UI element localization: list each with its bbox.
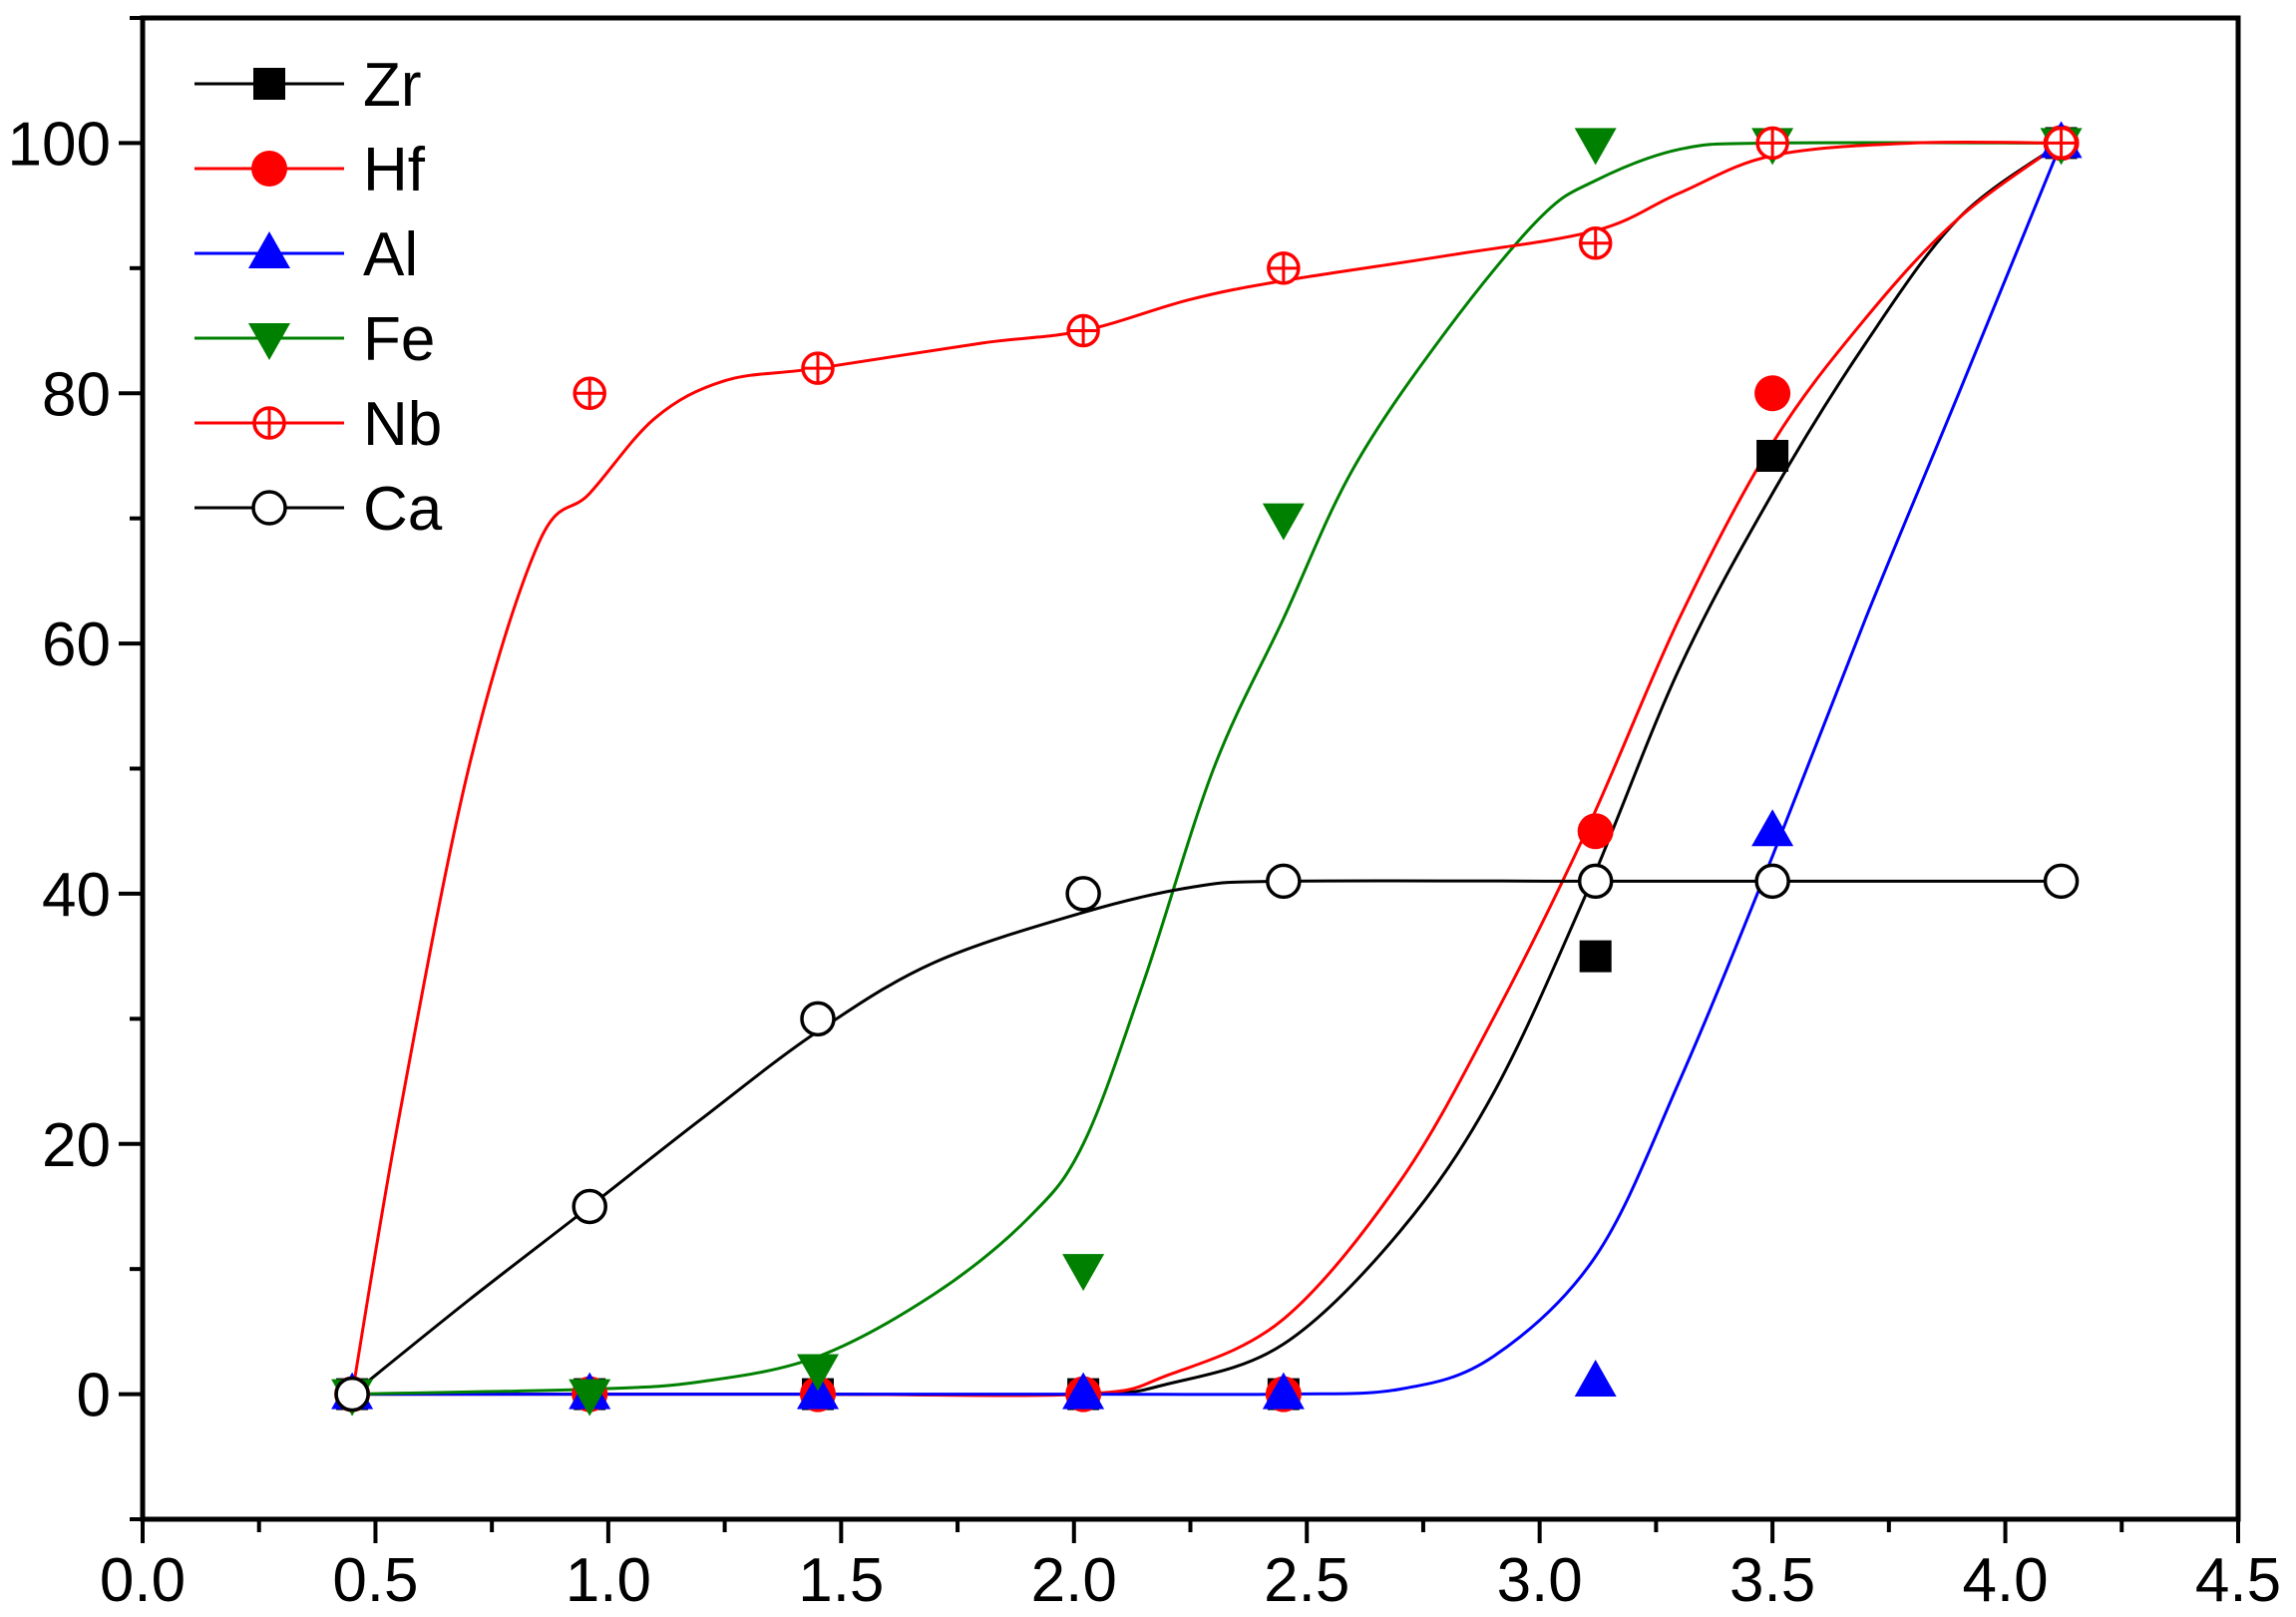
x-tick-label: 4.0 bbox=[1962, 1546, 2048, 1615]
x-axis: 0.0 0.5 1.0 1.5 2.0 2.5 3.0 3.5 4.0 4.5 bbox=[100, 1519, 2281, 1615]
point-nb-1 bbox=[573, 376, 606, 410]
legend-label: Hf bbox=[363, 136, 426, 204]
legend-item-nb: Nb bbox=[194, 390, 442, 459]
x-tick-label: 0.5 bbox=[332, 1546, 418, 1615]
legend-label: Zr bbox=[363, 51, 422, 120]
y-tick-label: 100 bbox=[8, 110, 111, 179]
legend-item-zr: Zr bbox=[194, 51, 422, 120]
x-tick-label: 2.5 bbox=[1264, 1546, 1349, 1615]
point-al-4 bbox=[1262, 1372, 1305, 1410]
curve-fe bbox=[352, 141, 2062, 1397]
point-zr-6 bbox=[1756, 439, 1789, 472]
x-tick-label: 2.0 bbox=[1031, 1546, 1117, 1615]
legend-marker-nb bbox=[252, 406, 286, 440]
legend-label: Nb bbox=[363, 390, 442, 459]
x-tick-label: 0.0 bbox=[100, 1546, 186, 1615]
series-markers bbox=[331, 121, 2083, 1416]
y-axis: 0 20 40 60 80 100 bbox=[8, 16, 143, 1521]
point-al-3 bbox=[1062, 1372, 1105, 1410]
point-ca-2 bbox=[800, 1001, 836, 1037]
point-nb-6 bbox=[1755, 126, 1789, 161]
point-fe-3 bbox=[1062, 1254, 1105, 1292]
legend-item-hf: Hf bbox=[194, 136, 426, 204]
curve-al bbox=[352, 142, 2063, 1397]
point-ca-6 bbox=[1754, 863, 1790, 900]
x-tick-label: 3.0 bbox=[1497, 1546, 1583, 1615]
point-nb-2 bbox=[801, 351, 835, 385]
point-fe-1 bbox=[569, 1379, 611, 1416]
y-tick-label: 0 bbox=[77, 1362, 111, 1430]
point-nb-5 bbox=[1578, 226, 1613, 260]
legend-label: Ca bbox=[363, 475, 443, 544]
legend-marker-al bbox=[248, 231, 290, 268]
legend-label: Fe bbox=[363, 305, 435, 374]
legend-marker-zr bbox=[253, 68, 285, 100]
legend-item-fe: Fe bbox=[194, 305, 435, 374]
point-al-5 bbox=[1574, 1360, 1617, 1398]
plot-area bbox=[140, 15, 2241, 1522]
y-tick-label: 80 bbox=[42, 360, 111, 429]
point-ca-1 bbox=[572, 1188, 607, 1225]
point-ca-4 bbox=[1266, 863, 1302, 900]
point-al-6 bbox=[1751, 809, 1794, 847]
legend: Zr Hf Al Fe Nb Ca bbox=[194, 51, 443, 544]
point-zr-5 bbox=[1579, 940, 1612, 973]
point-fe-4 bbox=[1262, 503, 1305, 541]
point-ca-0 bbox=[334, 1376, 370, 1413]
point-nb-3 bbox=[1066, 313, 1100, 348]
point-ca-5 bbox=[1577, 863, 1614, 900]
legend-marker-fe bbox=[248, 323, 290, 360]
legend-marker-hf bbox=[251, 151, 287, 187]
y-tick-label: 60 bbox=[42, 610, 111, 679]
point-ca-7 bbox=[2043, 863, 2080, 900]
point-fe-5 bbox=[1574, 128, 1617, 166]
legend-marker-ca bbox=[251, 490, 287, 526]
x-tick-label: 1.0 bbox=[566, 1546, 651, 1615]
y-tick-label: 20 bbox=[42, 1111, 111, 1180]
legend-item-ca: Ca bbox=[194, 475, 443, 544]
point-ca-3 bbox=[1065, 876, 1101, 912]
x-tick-label: 3.5 bbox=[1729, 1546, 1815, 1615]
legend-label: Al bbox=[363, 220, 418, 289]
point-nb-7 bbox=[2044, 126, 2079, 161]
point-fe-2 bbox=[796, 1354, 839, 1392]
point-hf-5 bbox=[1577, 813, 1614, 850]
y-tick-label: 40 bbox=[42, 861, 111, 930]
point-nb-4 bbox=[1267, 251, 1301, 285]
x-tick-label: 1.5 bbox=[798, 1546, 884, 1615]
point-hf-6 bbox=[1754, 375, 1791, 412]
curve-nb bbox=[350, 140, 2062, 1395]
x-tick-label: 4.5 bbox=[2195, 1546, 2281, 1615]
legend-item-al: Al bbox=[194, 220, 418, 289]
